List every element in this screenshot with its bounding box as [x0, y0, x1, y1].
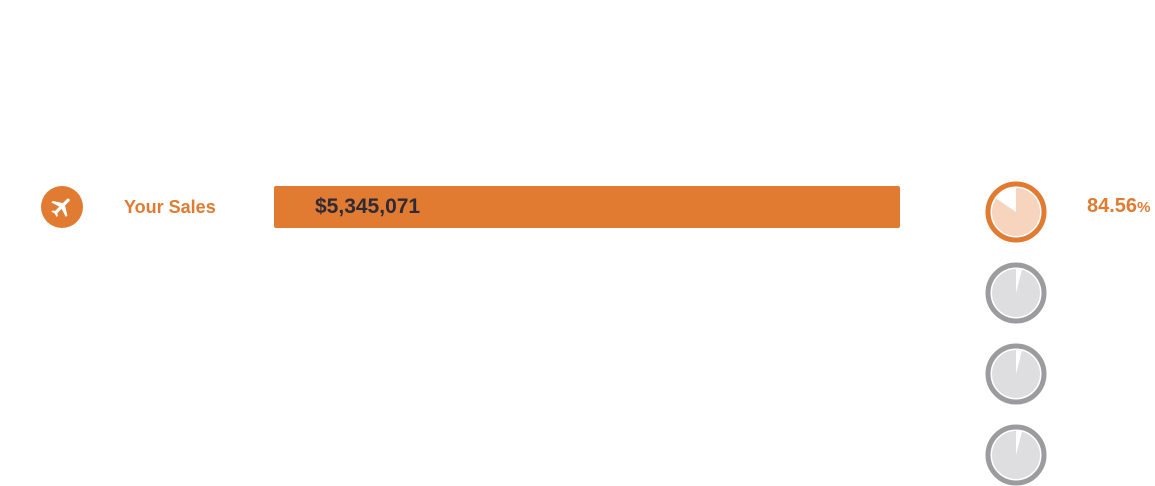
inactive-pie-svg [985, 262, 1047, 324]
inactive-pie-svg [985, 424, 1047, 486]
inactive-pie [985, 262, 1047, 324]
sales-bar [274, 186, 900, 228]
percent-number: 84.56 [1087, 195, 1138, 217]
inactive-pie-ring [985, 343, 1047, 405]
row-label: Your Sales [124, 197, 216, 217]
bar-value-label: $5,345,071 [315, 195, 421, 218]
inactive-pie-svg [985, 343, 1047, 405]
inactive-pie [985, 424, 1047, 486]
inactive-pie-ring [985, 424, 1047, 486]
airplane-icon [41, 186, 83, 228]
inactive-pie-gap [1016, 350, 1022, 374]
inactive-pie [985, 343, 1047, 405]
inactive-pie-gap [1016, 431, 1022, 455]
main-pie-gap [996, 188, 1016, 212]
airplane-icon-glyph [51, 198, 70, 217]
inactive-pie-ring [985, 262, 1047, 324]
main-pie-svg [985, 181, 1047, 243]
main-pie-ring [985, 181, 1047, 243]
bar-track: $5,345,071 [274, 186, 900, 228]
main-percent-pie [985, 181, 1047, 243]
percent-sign: % [1137, 199, 1151, 216]
inactive-pie-gap [1016, 269, 1022, 293]
percent-value: 84.56% [1087, 195, 1150, 218]
